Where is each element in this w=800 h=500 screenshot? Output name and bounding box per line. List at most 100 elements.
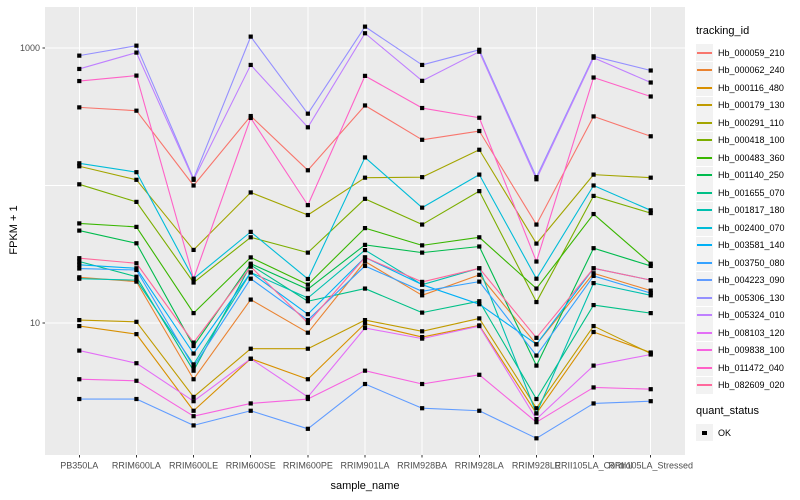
data-point bbox=[305, 212, 310, 218]
data-point bbox=[305, 282, 310, 287]
legend-key bbox=[696, 149, 713, 167]
x-tick-label: RRIM600PE bbox=[283, 461, 333, 471]
data-point bbox=[591, 211, 596, 217]
data-point bbox=[77, 161, 82, 166]
legend-line-swatch bbox=[697, 279, 712, 282]
data-point bbox=[648, 261, 653, 266]
x-tick-label: RRIM600SE bbox=[226, 461, 276, 471]
legend-line-swatch bbox=[697, 69, 712, 72]
data-point bbox=[191, 177, 196, 182]
data-point bbox=[648, 80, 653, 85]
legend-item-label: Hb_082609_020 bbox=[718, 380, 785, 391]
data-point bbox=[362, 321, 368, 326]
data-point bbox=[477, 299, 482, 304]
data-point bbox=[248, 270, 253, 275]
legend-item-Hb_000483_360: Hb_000483_360 bbox=[696, 149, 800, 167]
data-point bbox=[191, 343, 196, 349]
data-point bbox=[362, 325, 368, 331]
legend-item-label: Hb_005324_010 bbox=[718, 310, 785, 321]
tick-labels: 1000 10 PB350LA RRIM600LA RRIM600LE RRIM600SE… bbox=[20, 43, 693, 470]
x-tick-label: RRII105LA_Stressed bbox=[608, 461, 693, 471]
data-point bbox=[477, 235, 482, 240]
data-point bbox=[191, 368, 196, 373]
legend-item-label: Hb_008103_120 bbox=[718, 327, 785, 338]
data-point bbox=[534, 286, 539, 291]
data-point bbox=[477, 172, 482, 177]
data-point bbox=[420, 62, 425, 68]
legend-item-label: Hb_002400_070 bbox=[718, 222, 785, 233]
legend-line-swatch bbox=[697, 349, 712, 352]
data-point bbox=[248, 408, 253, 413]
data-point bbox=[420, 336, 425, 341]
data-point bbox=[77, 53, 82, 58]
data-point bbox=[362, 225, 368, 231]
data-point bbox=[534, 406, 539, 411]
data-point bbox=[534, 276, 539, 281]
data-point bbox=[648, 68, 653, 73]
data-point bbox=[420, 310, 425, 315]
black-square-point-icon bbox=[702, 430, 707, 435]
data-point bbox=[362, 175, 368, 180]
data-point bbox=[305, 295, 310, 301]
data-point bbox=[191, 276, 196, 281]
data-point bbox=[591, 55, 596, 60]
data-point bbox=[191, 247, 196, 253]
data-point bbox=[362, 259, 368, 264]
data-point bbox=[191, 377, 196, 382]
legend-item-label: Hb_001655_070 bbox=[718, 187, 785, 198]
data-point bbox=[248, 264, 253, 269]
legend-item-Hb_000062_240: Hb_000062_240 bbox=[696, 61, 800, 80]
data-point bbox=[648, 210, 653, 216]
legend-key bbox=[696, 324, 713, 342]
legend-item-label: Hb_000116_480 bbox=[718, 82, 784, 93]
legend-item-label: Hb_000483_360 bbox=[718, 152, 785, 163]
x-tick-label: PB350LA bbox=[60, 461, 98, 471]
quant-status-ok-label: OK bbox=[718, 427, 732, 438]
data-point bbox=[591, 323, 596, 329]
legend-line-swatch bbox=[697, 51, 712, 54]
data-point bbox=[134, 396, 139, 402]
data-points bbox=[77, 24, 653, 441]
legend-key bbox=[696, 306, 713, 324]
legend-key bbox=[696, 201, 713, 219]
data-point bbox=[305, 320, 310, 326]
legend-key bbox=[696, 44, 713, 62]
data-point bbox=[191, 351, 196, 356]
data-point bbox=[534, 259, 539, 264]
legend-items-list: Hb_000059_210 Hb_000062_240 Hb_000116_480 H… bbox=[696, 44, 800, 394]
data-point bbox=[191, 414, 196, 419]
data-point bbox=[305, 396, 310, 402]
legend-item-label: Hb_001817_180 bbox=[718, 205, 785, 216]
legend-line-swatch bbox=[697, 156, 712, 159]
legend-line-swatch bbox=[697, 331, 712, 334]
legend-item-label: Hb_000418_100 bbox=[718, 135, 785, 146]
data-point bbox=[134, 319, 139, 324]
data-point bbox=[191, 364, 196, 369]
legend-key bbox=[696, 79, 713, 97]
data-point bbox=[477, 266, 482, 271]
data-point bbox=[134, 274, 139, 279]
data-point bbox=[534, 241, 539, 246]
legend-line-swatch bbox=[697, 139, 712, 142]
x-tick-label: RRIM928LA bbox=[455, 461, 504, 471]
legend-item-label: Hb_005306_130 bbox=[718, 292, 785, 303]
data-point bbox=[134, 50, 139, 55]
data-point bbox=[305, 111, 310, 116]
data-point bbox=[477, 244, 482, 249]
data-point bbox=[648, 293, 653, 298]
data-point bbox=[305, 317, 310, 323]
data-point bbox=[248, 115, 253, 121]
data-point bbox=[191, 311, 196, 316]
ok-point-key bbox=[696, 424, 713, 442]
data-point bbox=[591, 193, 596, 199]
data-point bbox=[134, 278, 139, 283]
data-point bbox=[591, 281, 596, 286]
legend-line-swatch bbox=[697, 226, 712, 229]
data-point bbox=[77, 348, 82, 353]
data-point bbox=[248, 356, 253, 361]
data-point bbox=[648, 278, 653, 283]
legend-item-Hb_003750_080: Hb_003750_080 bbox=[696, 254, 800, 272]
data-point bbox=[591, 114, 596, 119]
data-point bbox=[420, 282, 425, 287]
